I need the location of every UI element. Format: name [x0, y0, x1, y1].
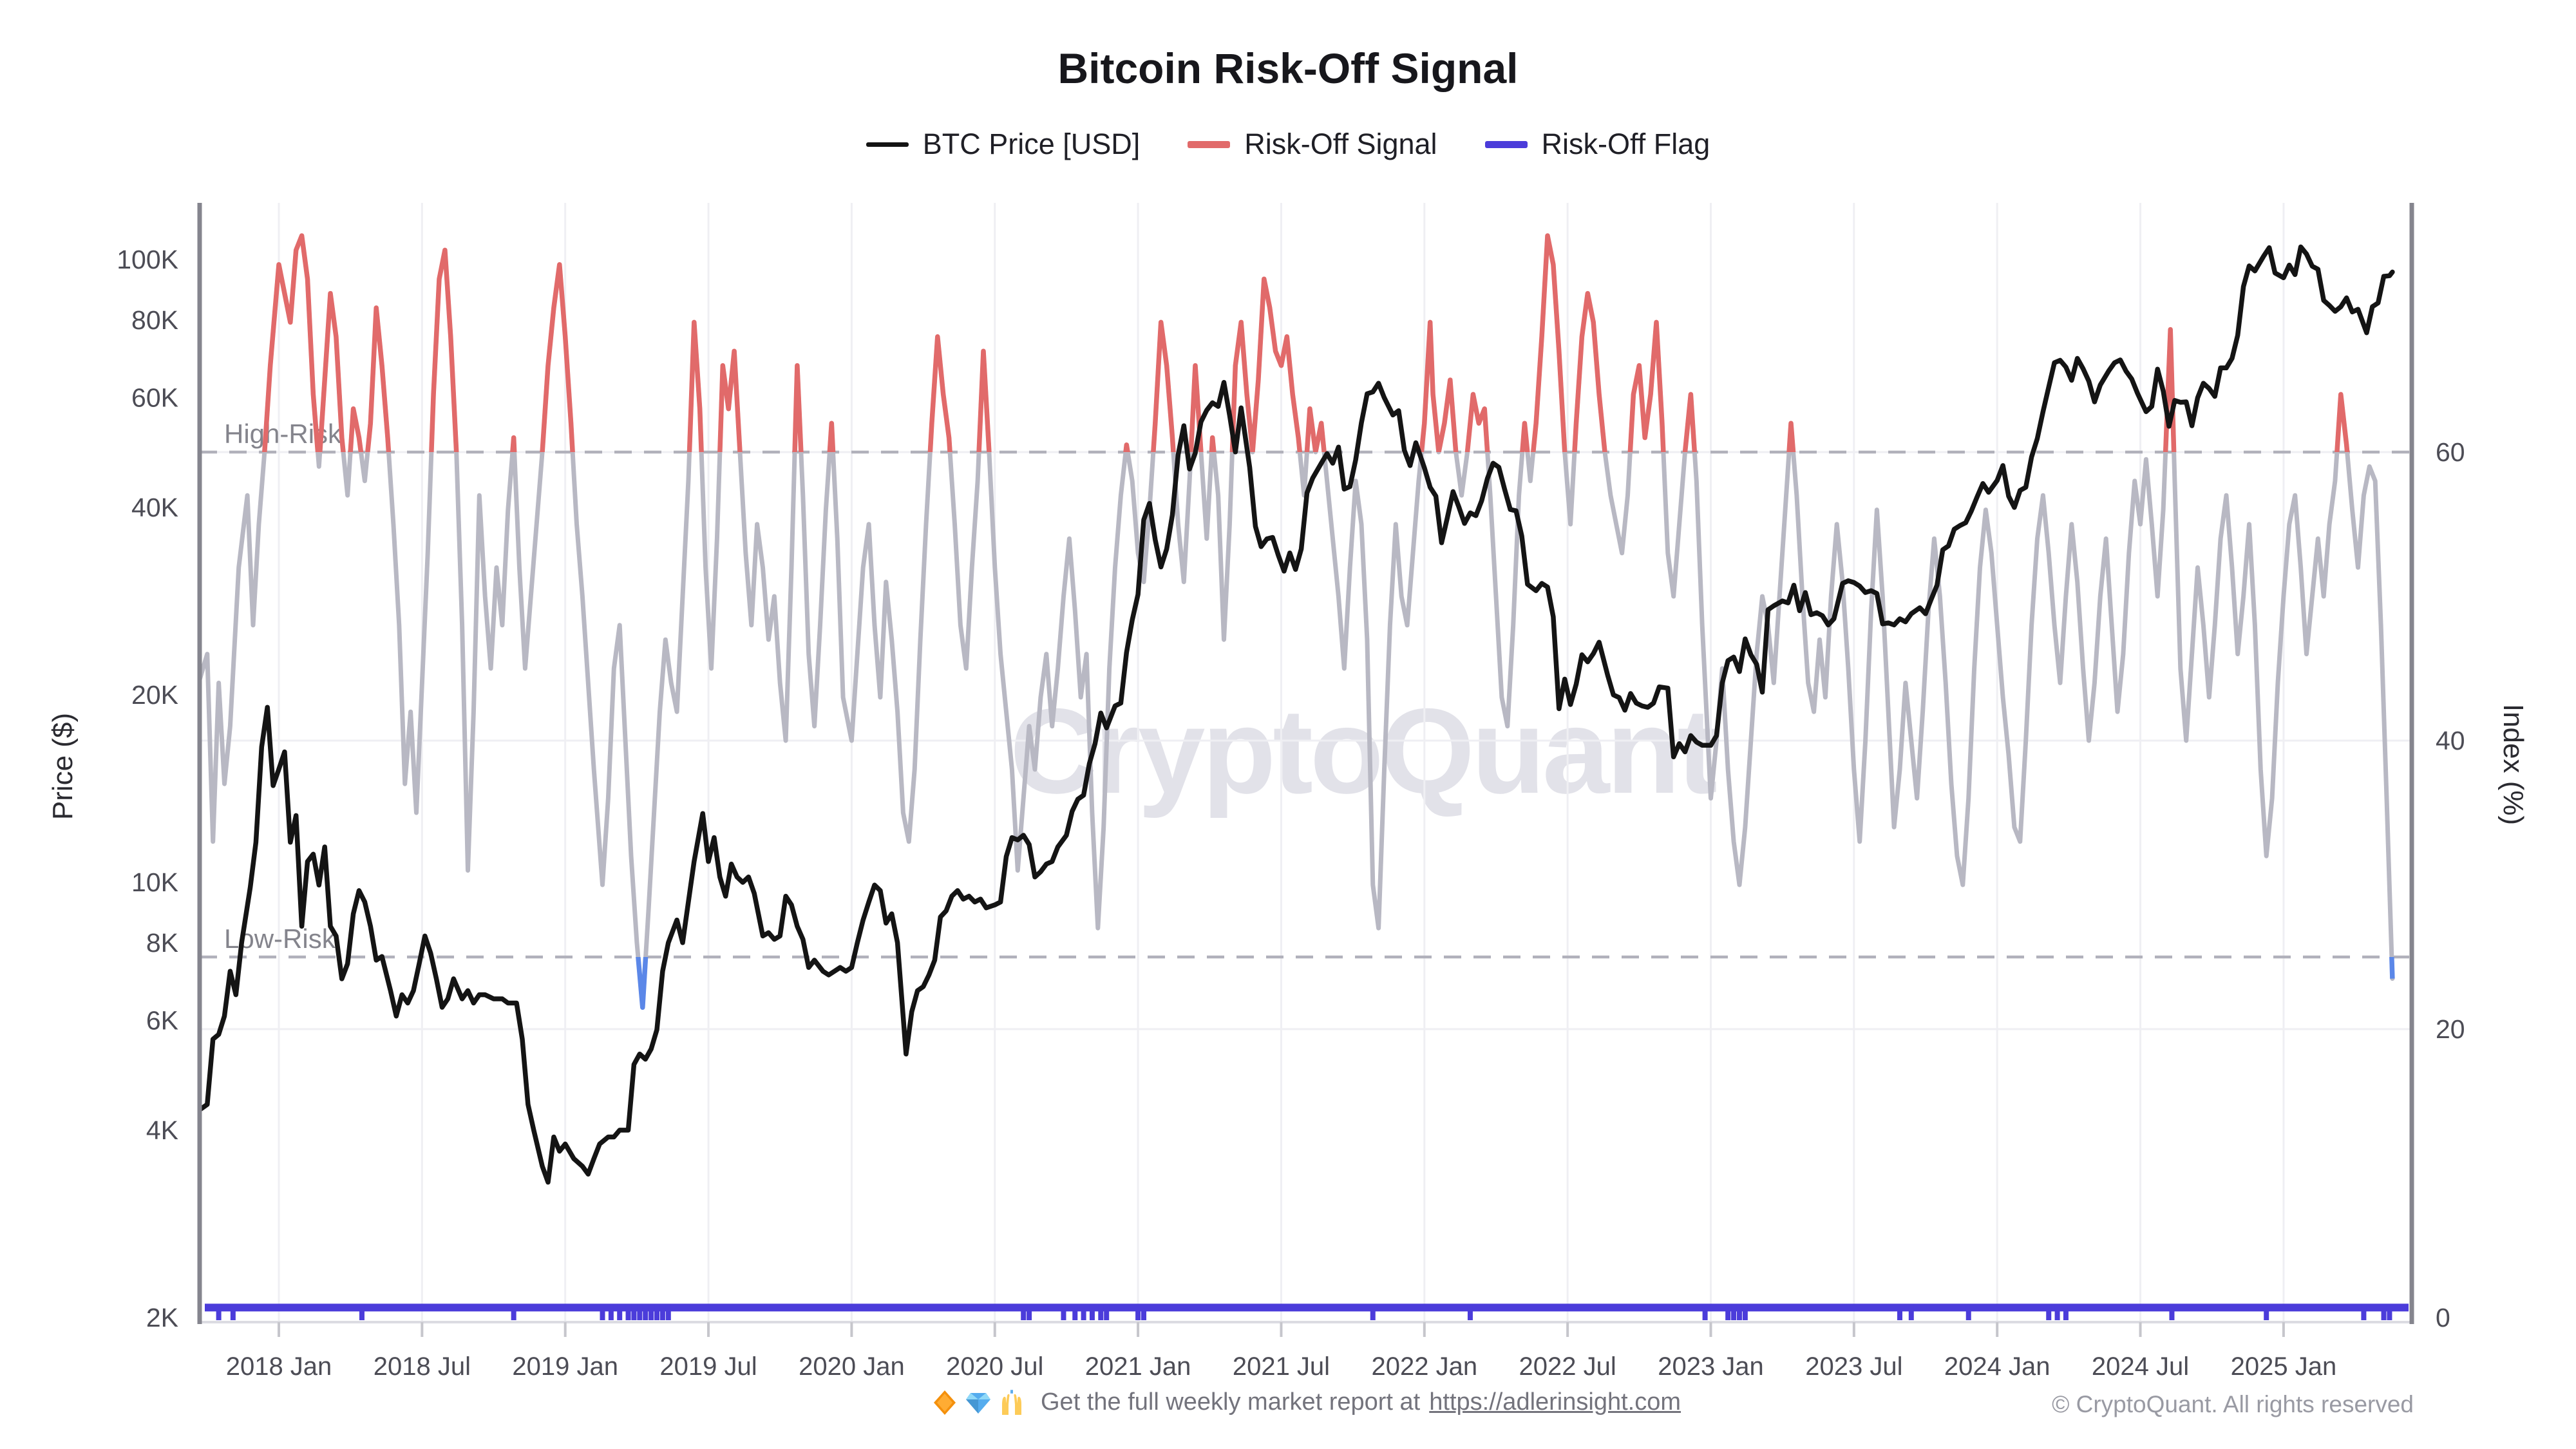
index-tick-label: 0: [2436, 1303, 2450, 1332]
index-tick-label: 20: [2436, 1014, 2465, 1044]
price-tick-label: 40K: [131, 493, 178, 522]
footer-emoji-row: [931, 1389, 1025, 1416]
price-tick-label: 60K: [131, 383, 178, 413]
index-tick-label: 40: [2436, 726, 2465, 755]
x-tick-label: 2023 Jul: [1805, 1352, 1902, 1381]
copyright-notice: © CryptoQuant. All rights reserved: [2052, 1391, 2414, 1417]
x-tick-label: 2018 Jan: [226, 1352, 332, 1381]
risk-off-flag-rug: [205, 1303, 2409, 1320]
footer-report-link[interactable]: https://adlerinsight.com: [1429, 1388, 1681, 1416]
x-tick-label: 2019 Jan: [512, 1352, 618, 1381]
price-tick-label: 100K: [117, 245, 178, 274]
x-tick-label: 2020 Jul: [946, 1352, 1043, 1381]
x-tick-label: 2022 Jul: [1519, 1352, 1616, 1381]
axes: [197, 203, 2414, 1337]
legend-item-btc-price: BTC Price [USD]: [866, 128, 1141, 161]
price-tick-label: 4K: [146, 1115, 178, 1145]
raised-hands-icon: [1002, 1389, 1021, 1415]
legend-item-risk-off-flag: Risk-Off Flag: [1484, 128, 1710, 161]
footer-promo-text: Get the full weekly market report at: [1041, 1388, 1421, 1416]
legend-label-risk-off-signal: Risk-Off Signal: [1244, 128, 1437, 160]
index-tick-label: 60: [2436, 437, 2465, 467]
btc-price-line: [200, 244, 2395, 1185]
page-title: Bitcoin Risk-Off Signal: [1057, 44, 1519, 92]
x-tick-label: 2022 Jan: [1372, 1352, 1478, 1381]
gem-icon: [966, 1392, 990, 1414]
gridlines: [200, 203, 2412, 1323]
orange-diamond-icon: [934, 1390, 956, 1415]
risk-off-signal-swatch-icon: [1188, 140, 1231, 148]
x-tick-label: 2023 Jan: [1658, 1352, 1764, 1381]
price-tick-label: 80K: [131, 305, 178, 335]
risk-off-flag-swatch-icon: [1484, 140, 1528, 148]
chart-legend: BTC Price [USD] Risk-Off Signal Risk-Off…: [0, 128, 2576, 161]
risk-off-signal-line: [200, 233, 2395, 1010]
x-tick-label: 2018 Jul: [374, 1352, 471, 1381]
price-tick-label: 10K: [131, 867, 178, 897]
x-tick-label: 2024 Jan: [1944, 1352, 2050, 1381]
price-axis-title: Price ($): [47, 713, 79, 820]
legend-item-risk-off-signal: Risk-Off Signal: [1188, 128, 1437, 161]
legend-label-risk-off-flag: Risk-Off Flag: [1541, 128, 1710, 160]
x-tick-label: 2021 Jul: [1233, 1352, 1330, 1381]
legend-label-btc-price: BTC Price [USD]: [922, 128, 1141, 160]
high-risk-threshold-label: High-Risk: [224, 419, 342, 449]
axis-tick-labels: 2018 Jan 2018 Jul 2019 Jan 2019 Jul 2020 Jan…: [117, 245, 2465, 1381]
x-tick-label: 2020 Jan: [799, 1352, 905, 1381]
price-tick-label: 8K: [146, 928, 178, 958]
price-tick-label: 6K: [146, 1006, 178, 1036]
price-tick-label: 20K: [131, 680, 178, 710]
cryptoquant-watermark: CryptoQuant: [1010, 683, 1718, 819]
x-tick-label: 2025 Jan: [2231, 1352, 2337, 1381]
x-tick-label: 2024 Jul: [2092, 1352, 2189, 1381]
footer-promo: Get the full weekly market report at htt…: [18, 1388, 2576, 1416]
index-axis-title: Index (%): [2497, 704, 2529, 825]
x-tick-label: 2021 Jan: [1085, 1352, 1191, 1381]
x-tick-label: 2019 Jul: [659, 1352, 757, 1381]
price-tick-label: 2K: [146, 1303, 178, 1332]
btc-price-swatch-icon: [866, 142, 909, 147]
